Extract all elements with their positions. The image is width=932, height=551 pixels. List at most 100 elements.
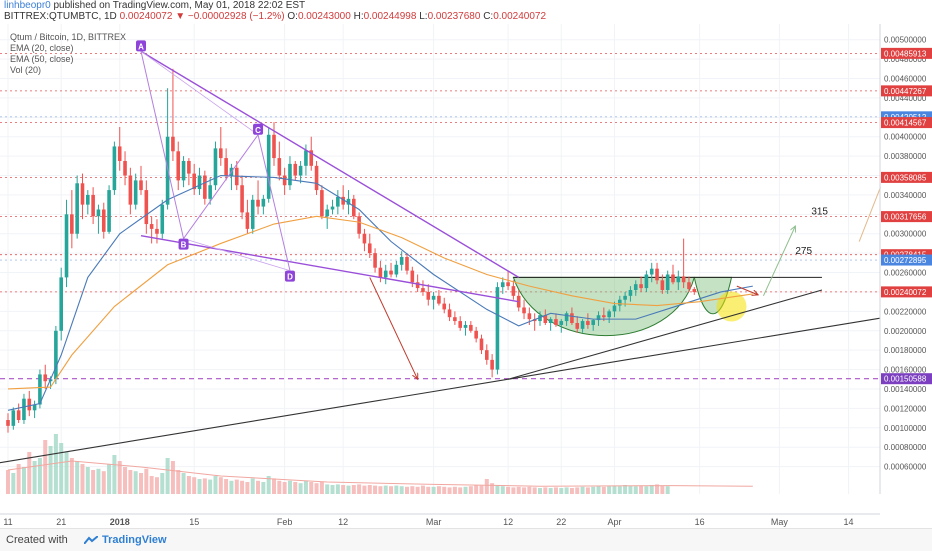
candle-body bbox=[591, 320, 595, 325]
volume-bar bbox=[633, 486, 638, 494]
abcd-ac-line bbox=[140, 51, 259, 136]
volume-bar bbox=[458, 487, 463, 494]
candle-body bbox=[655, 268, 659, 281]
candle-body bbox=[623, 295, 627, 300]
volume-bar bbox=[649, 485, 654, 494]
tradingview-brand[interactable]: TradingView bbox=[102, 534, 167, 546]
volume-bar bbox=[607, 486, 612, 494]
volume-bar bbox=[176, 470, 181, 494]
projection-arrow-down bbox=[369, 277, 418, 379]
volume-bar bbox=[330, 485, 335, 494]
abcd-path bbox=[140, 51, 291, 271]
pattern-point-badge bbox=[136, 40, 146, 52]
candle-body bbox=[27, 398, 32, 411]
candle-body bbox=[506, 282, 510, 287]
volume-bar bbox=[53, 434, 58, 494]
price-axis: 0.00500000 0.00480000 0.00460000 0.00440000… bbox=[879, 24, 932, 494]
candle-body bbox=[240, 185, 244, 213]
volume-bar bbox=[186, 476, 191, 494]
candle-body bbox=[149, 224, 154, 229]
candle-body bbox=[293, 163, 298, 176]
time-tick-label: 12 bbox=[338, 517, 348, 527]
volume-bar bbox=[426, 486, 431, 494]
volume-bar bbox=[490, 483, 495, 494]
volume-bar bbox=[32, 461, 37, 494]
volume-bar bbox=[585, 487, 590, 494]
low-label: L: bbox=[419, 11, 428, 22]
candle-body bbox=[580, 321, 585, 329]
volume-bar bbox=[389, 486, 394, 494]
volume-bar bbox=[208, 479, 213, 494]
candle-body bbox=[442, 303, 447, 310]
candle-body bbox=[511, 286, 516, 296]
volume-bar bbox=[639, 485, 644, 494]
chart-header: linhbeopr0 published on TradingView.com,… bbox=[0, 0, 932, 22]
price-tick-label: 0.00060000 bbox=[884, 463, 927, 472]
volume-bar bbox=[601, 486, 606, 494]
time-tick-label: 12 bbox=[503, 517, 513, 527]
volume-bar bbox=[596, 486, 601, 494]
pattern-point-label-a: A bbox=[138, 42, 144, 51]
volume-bar bbox=[170, 461, 175, 494]
legend-ema50: EMA (50, close) bbox=[10, 54, 74, 64]
price-tick-label: 0.00300000 bbox=[884, 230, 927, 239]
high-value: 0.00244998 bbox=[363, 11, 417, 22]
candle-body bbox=[665, 274, 670, 291]
volume-bar bbox=[75, 461, 80, 494]
candle-body bbox=[32, 404, 37, 411]
last-price: 0.00240072 bbox=[119, 11, 173, 22]
candle-body bbox=[495, 287, 500, 370]
price-tag-label: 0.00414567 bbox=[884, 119, 927, 128]
candle-body bbox=[208, 185, 212, 199]
pattern-point-badge bbox=[284, 270, 295, 282]
candle-body bbox=[224, 158, 228, 176]
candle-body bbox=[314, 165, 319, 191]
price-chart[interactable]: A B C D 315 275 0.00500000 0.00480000 0.0046000… bbox=[0, 24, 932, 528]
volume-bar bbox=[96, 468, 101, 494]
volume-bar bbox=[21, 467, 26, 494]
volume-bar bbox=[357, 484, 362, 494]
volume-bar bbox=[564, 487, 569, 494]
volume-bar bbox=[16, 464, 21, 494]
candle-body bbox=[101, 209, 106, 232]
time-tick-label: Mar bbox=[426, 517, 442, 527]
volume-bar bbox=[123, 467, 128, 494]
candle-body bbox=[203, 175, 207, 199]
candle-body bbox=[399, 257, 404, 265]
volume-bar bbox=[500, 486, 505, 494]
candle-body bbox=[107, 190, 111, 232]
candle-body bbox=[559, 321, 564, 325]
volume-bar bbox=[452, 486, 457, 494]
price-tag-label: 0.00150588 bbox=[884, 375, 927, 384]
time-tick-label: 22 bbox=[556, 517, 566, 527]
volume-bar bbox=[181, 473, 186, 494]
volume-bar bbox=[293, 482, 298, 494]
volume-bar bbox=[447, 487, 452, 494]
close-value: 0.00240072 bbox=[493, 11, 547, 22]
candle-body bbox=[320, 190, 324, 217]
candle-body bbox=[181, 160, 186, 181]
ema-lines bbox=[7, 174, 753, 411]
candle-body bbox=[112, 146, 117, 191]
high-label: H: bbox=[353, 11, 364, 22]
candle-body bbox=[144, 190, 149, 225]
price-change: ▼ −0.00002928 (−1.2%) bbox=[175, 11, 285, 22]
candle-body bbox=[490, 359, 494, 370]
candle-body bbox=[453, 317, 457, 322]
candle-body bbox=[639, 284, 643, 289]
candle-body bbox=[80, 183, 85, 205]
candle-body bbox=[197, 175, 202, 190]
target-arrow-up bbox=[762, 226, 795, 297]
volume-bar bbox=[660, 485, 665, 494]
volume-bar bbox=[303, 480, 308, 494]
time-tick-label: 2018 bbox=[110, 517, 130, 527]
candle-body bbox=[171, 136, 175, 152]
symbol-label: BITTREX:QTUMBTC, 1D bbox=[4, 11, 117, 22]
publisher-username[interactable]: linhbeopr0 bbox=[4, 0, 51, 11]
volume-bar bbox=[197, 479, 202, 494]
candle-body bbox=[298, 165, 303, 176]
volume-bar bbox=[91, 470, 96, 494]
volume-bar bbox=[27, 452, 32, 494]
candle-body bbox=[133, 180, 138, 205]
volume-bar bbox=[474, 485, 479, 494]
